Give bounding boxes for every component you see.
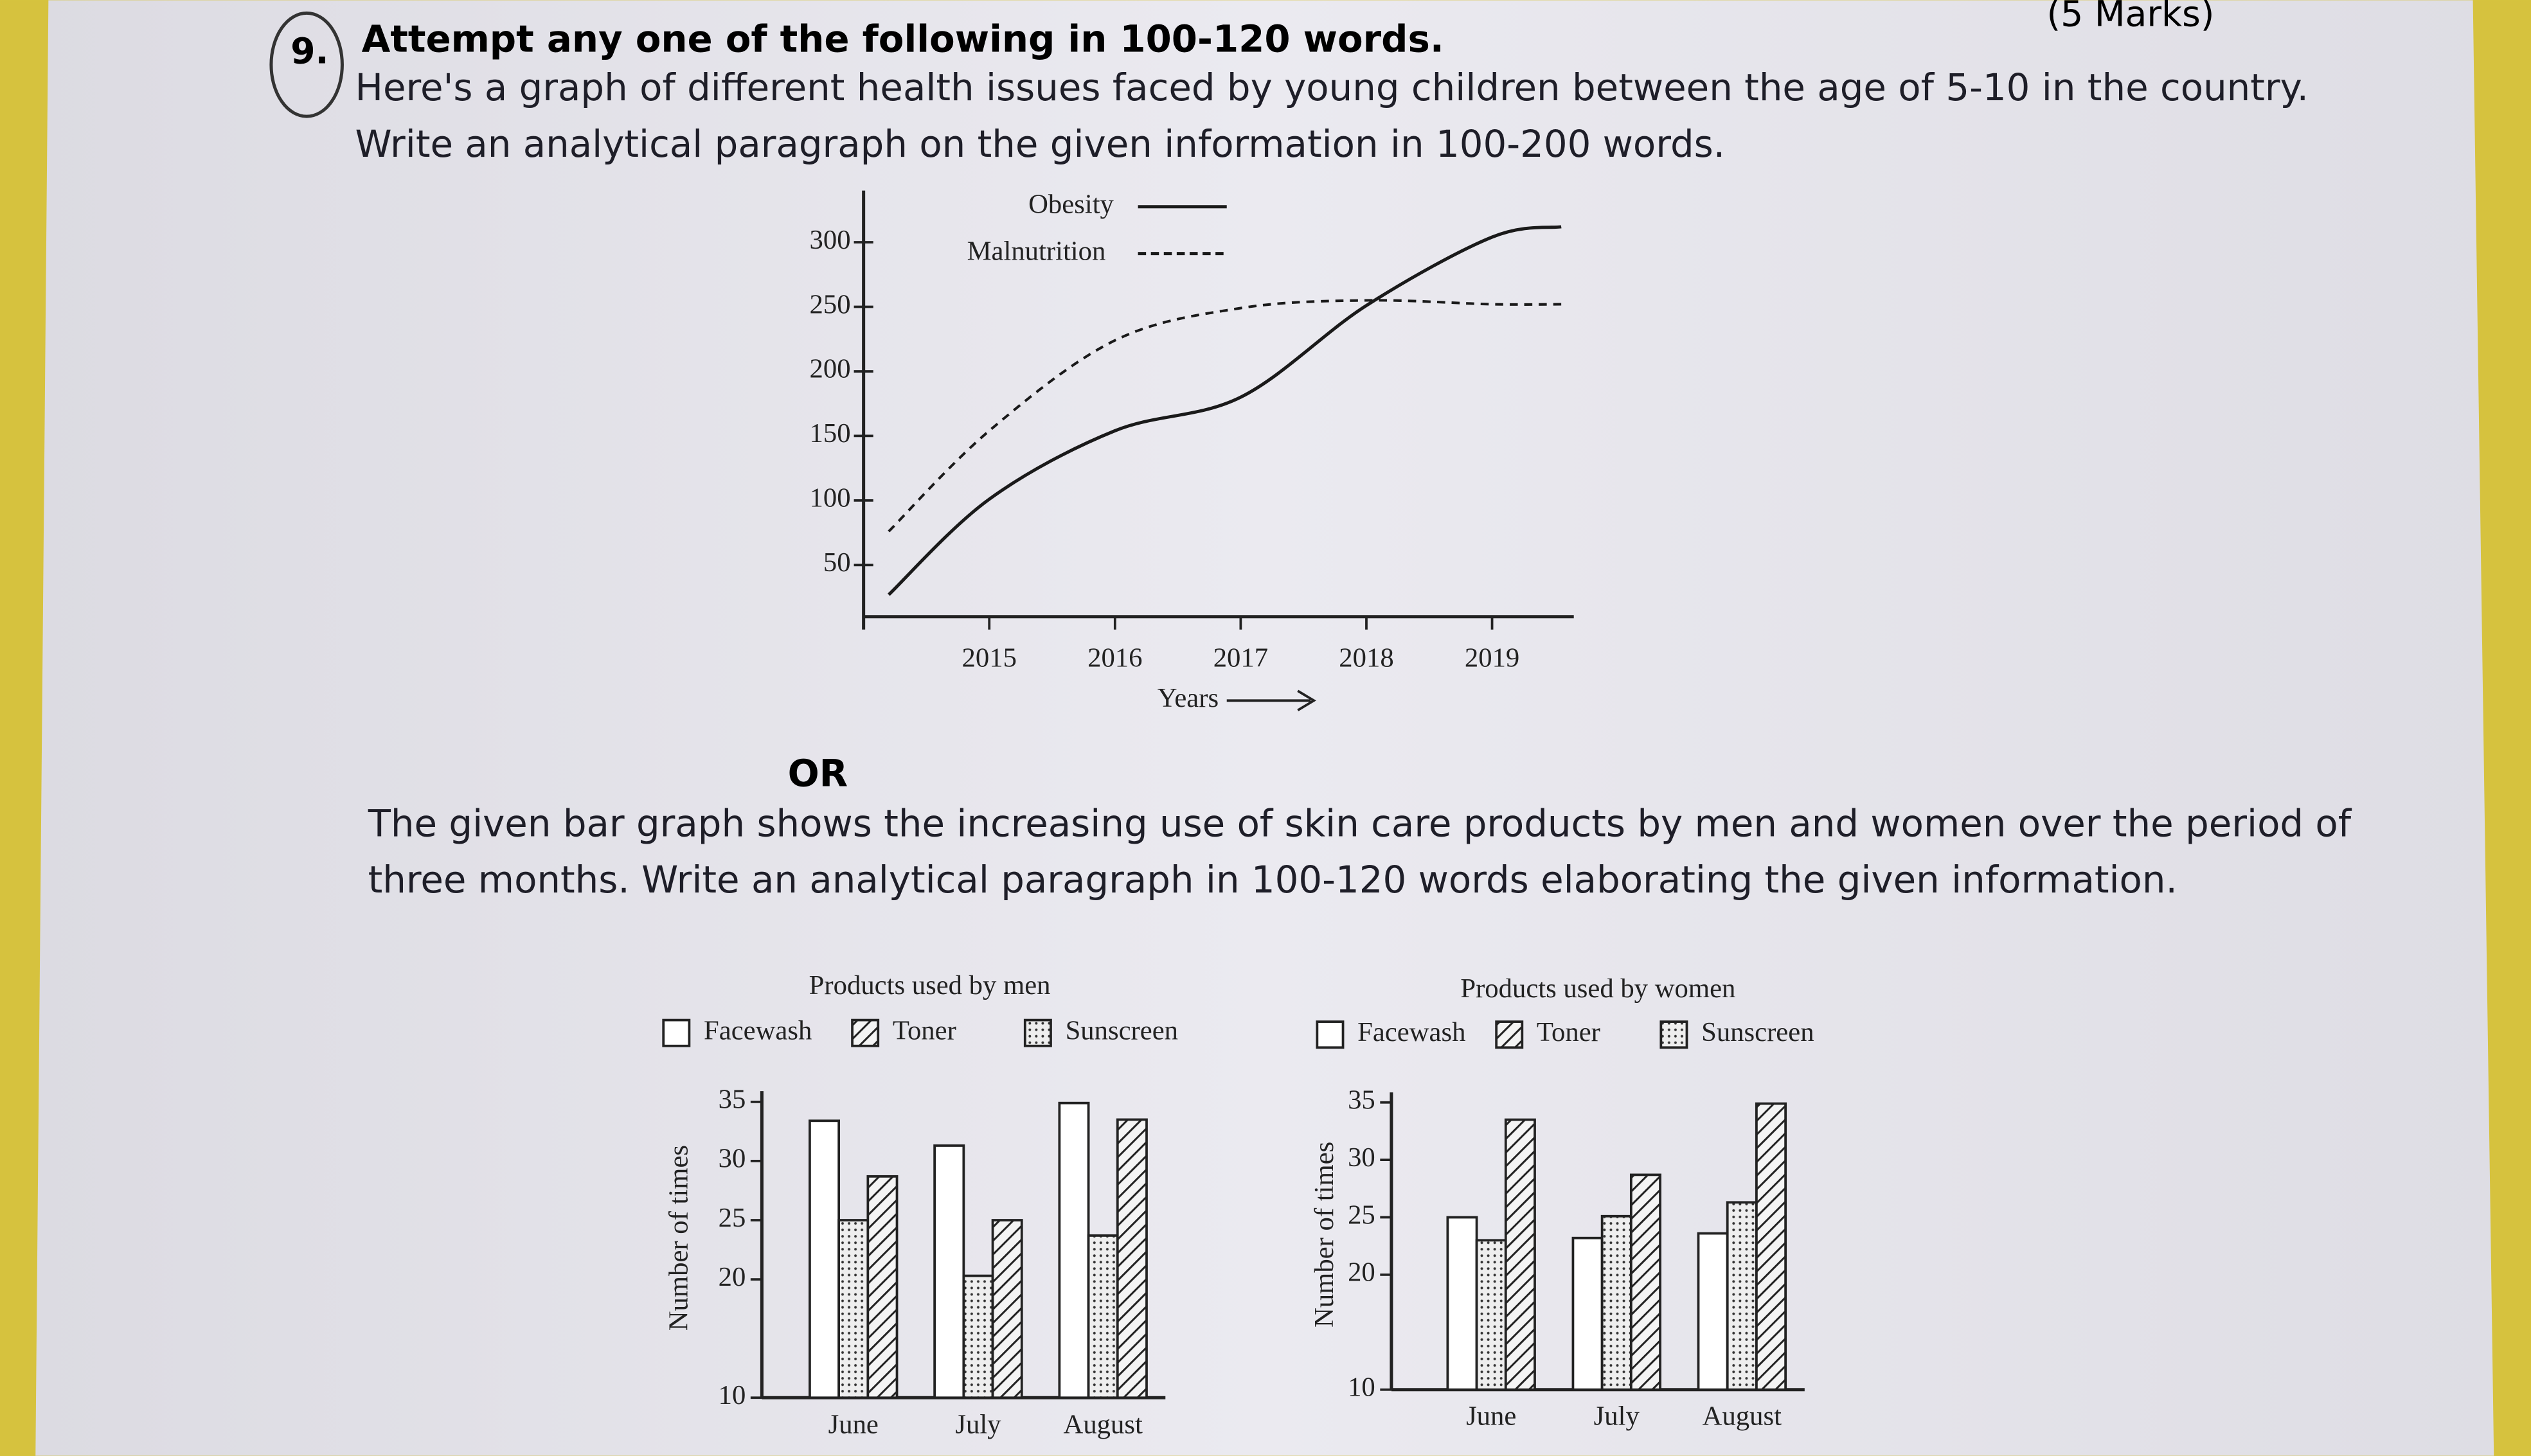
bar [1475, 1239, 1507, 1391]
legend-swatch [851, 1018, 880, 1047]
bar [1755, 1102, 1787, 1391]
y-tick-label: 10 [719, 1380, 746, 1410]
legend-label: Sunscreen [1701, 1017, 1814, 1047]
legend-swatch [1659, 1020, 1688, 1049]
x-tick-label: 2015 [962, 643, 1017, 673]
x-tick-label: June [1466, 1401, 1516, 1432]
y-tick-label: 10 [1348, 1372, 1375, 1403]
bar [837, 1219, 870, 1399]
x-tick-label: 2017 [1213, 643, 1268, 673]
chart-title: Products used by men [809, 970, 1051, 1000]
x-tick-label: July [1594, 1401, 1640, 1432]
y-tick-label: 30 [719, 1144, 746, 1174]
legend-swatch [1023, 1018, 1052, 1047]
y-tick-label: 150 [810, 418, 851, 448]
legend-label: Sunscreen [1066, 1015, 1178, 1045]
legend-label: Facewash [1357, 1017, 1465, 1047]
x-tick-label: 2016 [1087, 643, 1142, 673]
chart-title: Products used by women [1460, 973, 1735, 1004]
number-circle [269, 11, 344, 118]
legend-label: Toner [893, 1015, 956, 1045]
option-b-box: The given bar graph shows the increasing… [368, 804, 2352, 903]
bar [1087, 1234, 1119, 1399]
y-tick-label: 25 [719, 1203, 746, 1233]
bar [1571, 1236, 1604, 1391]
y-tick-label: 50 [823, 547, 851, 578]
y-axis-label: Number of times [1309, 1142, 1339, 1327]
bar [809, 1119, 841, 1399]
x-tick-label: 2018 [1339, 643, 1393, 673]
bar [933, 1144, 965, 1399]
x-tick-label: August [1703, 1401, 1782, 1432]
legend-label: Facewash [704, 1015, 812, 1045]
paper [35, 0, 2494, 1456]
bar [866, 1175, 899, 1399]
y-tick-label: 100 [810, 483, 851, 513]
y-tick-label: 20 [1348, 1257, 1375, 1288]
bar [991, 1219, 1023, 1399]
years-arrow [1226, 689, 1317, 711]
x-tick-label: 2019 [1465, 643, 1519, 673]
legend-label: Obesity [1028, 190, 1114, 220]
bar [1058, 1101, 1090, 1399]
y-tick-label: 30 [1348, 1142, 1375, 1173]
y-tick-label: 250 [810, 289, 851, 319]
y-tick-label: 20 [719, 1262, 746, 1292]
y-tick-label: 35 [719, 1085, 746, 1115]
option-b: The given bar graph shows the increasing… [368, 804, 2352, 903]
bar [1116, 1118, 1148, 1399]
y-tick-label: 35 [1348, 1085, 1375, 1115]
option-a-box: Here's a graph of different health issue… [355, 67, 2309, 167]
bar [1504, 1118, 1536, 1391]
y-tick-label: 25 [1348, 1200, 1375, 1230]
bar [1629, 1173, 1661, 1391]
legend-label: Malnutrition [967, 236, 1106, 266]
option-a: Here's a graph of different health issue… [355, 67, 2309, 167]
y-tick-label: 300 [810, 225, 851, 255]
legend-swatch [1316, 1020, 1345, 1049]
y-axis-label: Number of times [664, 1145, 694, 1331]
instruction: Attempt any one of the following in 100-… [362, 17, 1444, 61]
y-tick-label: 200 [810, 354, 851, 384]
legend-swatch [662, 1018, 691, 1047]
data-line [888, 225, 1562, 596]
legend-label: Toner [1537, 1017, 1600, 1047]
legend-swatch [1495, 1020, 1524, 1049]
bar [962, 1274, 994, 1399]
x-tick-label: July [955, 1409, 1001, 1439]
x-axis-label: Years [1158, 683, 1219, 713]
marks: (5 Marks) [2047, 0, 2215, 35]
x-tick-label: August [1064, 1409, 1143, 1439]
x-tick-label: June [828, 1409, 879, 1439]
bar [1726, 1201, 1758, 1391]
charts: 50 100 150 200 250 300 2015 2016 2017 2018 2019 Yea… [662, 190, 1814, 1439]
question-number: 9. [291, 31, 328, 72]
bar [1697, 1232, 1729, 1391]
separator: OR [788, 751, 848, 795]
data-line [888, 299, 1562, 533]
bar [1446, 1216, 1478, 1391]
bar [1600, 1214, 1632, 1391]
